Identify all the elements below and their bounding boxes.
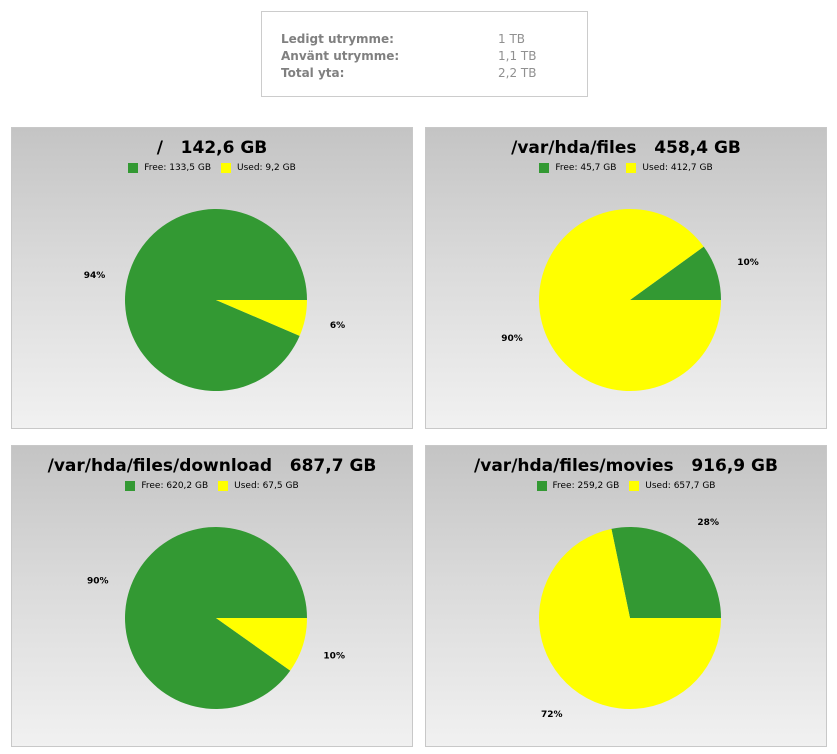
storage-summary: Ledigt utrymme: 1 TB Använt utrymme: 1,1… bbox=[261, 11, 588, 97]
chart-legend: Free: 259,2 GB Used: 657,7 GB bbox=[426, 481, 826, 491]
pie-label-used: 6% bbox=[330, 321, 345, 331]
legend-label-used: Used: 67,5 GB bbox=[234, 481, 299, 491]
pie-chart-panel-files: /var/hda/files 458,4 GB Free: 45,7 GB Us… bbox=[425, 127, 827, 429]
legend-item-free: Free: 133,5 GB bbox=[128, 163, 211, 173]
chart-title: /var/hda/files/download 687,7 GB bbox=[47, 456, 377, 476]
chart-legend: Free: 133,5 GB Used: 9,2 GB bbox=[12, 163, 412, 173]
legend-swatch-used bbox=[221, 163, 232, 173]
pie-slice-free bbox=[630, 246, 721, 300]
legend-label-used: Used: 412,7 GB bbox=[642, 163, 713, 173]
pie-slice-used bbox=[216, 300, 307, 336]
legend-swatch-free bbox=[536, 481, 547, 491]
summary-row-free: Ledigt utrymme: 1 TB bbox=[281, 30, 587, 47]
pie-label-free: 28% bbox=[697, 518, 719, 528]
legend-swatch-used bbox=[629, 481, 640, 491]
pie-label-free: 94% bbox=[84, 271, 106, 281]
summary-row-used: Använt utrymme: 1,1 TB bbox=[281, 47, 587, 64]
pie-label-used: 72% bbox=[541, 710, 563, 720]
pie-chart-svg: 10% 90% bbox=[501, 209, 759, 392]
pie-slice-free bbox=[611, 526, 721, 618]
legend-label-used: Used: 9,2 GB bbox=[237, 163, 296, 173]
legend-label-free: Free: 45,7 GB bbox=[555, 163, 617, 173]
legend-item-free: Free: 259,2 GB bbox=[536, 481, 620, 491]
summary-value: 2,2 TB bbox=[498, 65, 537, 80]
legend-label-free: Free: 620,2 GB bbox=[141, 481, 209, 491]
legend-item-free: Free: 45,7 GB bbox=[539, 163, 616, 173]
pie-slice-used bbox=[216, 618, 308, 671]
legend-item-used: Used: 657,7 GB bbox=[629, 481, 715, 491]
pie-slice-free bbox=[125, 209, 308, 392]
legend-item-used: Used: 9,2 GB bbox=[221, 163, 296, 173]
pie-chart-svg: 90% 10% bbox=[87, 527, 345, 710]
chart-title: /var/hda/files 458,4 GB bbox=[511, 138, 741, 158]
pie-label-free: 10% bbox=[737, 258, 759, 268]
summary-label: Använt utrymme: bbox=[281, 48, 400, 63]
pie-chart-panel-download: /var/hda/files/download 687,7 GB Free: 6… bbox=[11, 445, 413, 747]
summary-value: 1 TB bbox=[498, 31, 526, 46]
legend-label-used: Used: 657,7 GB bbox=[645, 481, 716, 491]
pie-slice-used bbox=[539, 528, 721, 709]
legend-label-free: Free: 259,2 GB bbox=[552, 481, 620, 491]
legend-label-free: Free: 133,5 GB bbox=[144, 163, 212, 173]
pie-chart-panel-root: / 142,6 GB Free: 133,5 GB Used: 9,2 GB 9… bbox=[11, 127, 413, 429]
pie-chart-svg: 28% 72% bbox=[539, 518, 721, 720]
legend-item-used: Used: 67,5 GB bbox=[218, 481, 299, 491]
legend-item-free: Free: 620,2 GB bbox=[125, 481, 208, 491]
chart-title: /var/hda/files/movies 916,9 GB bbox=[474, 456, 778, 476]
legend-swatch-used bbox=[626, 163, 637, 173]
pie-slice-used bbox=[539, 209, 721, 392]
pie-slice-free bbox=[125, 527, 307, 710]
chart-title: / 142,6 GB bbox=[156, 138, 268, 158]
chart-legend: Free: 45,7 GB Used: 412,7 GB bbox=[426, 163, 826, 173]
pie-chart-panel-movies: /var/hda/files/movies 916,9 GB Free: 259… bbox=[425, 445, 827, 747]
legend-swatch-free bbox=[125, 481, 136, 491]
pie-label-used: 90% bbox=[501, 334, 523, 344]
legend-swatch-free bbox=[128, 163, 139, 173]
pie-label-used: 10% bbox=[323, 652, 345, 662]
summary-value: 1,1 TB bbox=[498, 48, 537, 63]
legend-item-used: Used: 412,7 GB bbox=[626, 163, 713, 173]
pie-chart-svg: 94% 6% bbox=[84, 209, 345, 392]
summary-label: Total yta: bbox=[281, 65, 345, 80]
summary-row-total: Total yta: 2,2 TB bbox=[281, 64, 587, 81]
legend-swatch-used bbox=[218, 481, 229, 491]
pie-label-free: 90% bbox=[87, 576, 109, 586]
chart-legend: Free: 620,2 GB Used: 67,5 GB bbox=[12, 481, 412, 491]
legend-swatch-free bbox=[539, 163, 550, 173]
summary-label: Ledigt utrymme: bbox=[281, 31, 394, 46]
